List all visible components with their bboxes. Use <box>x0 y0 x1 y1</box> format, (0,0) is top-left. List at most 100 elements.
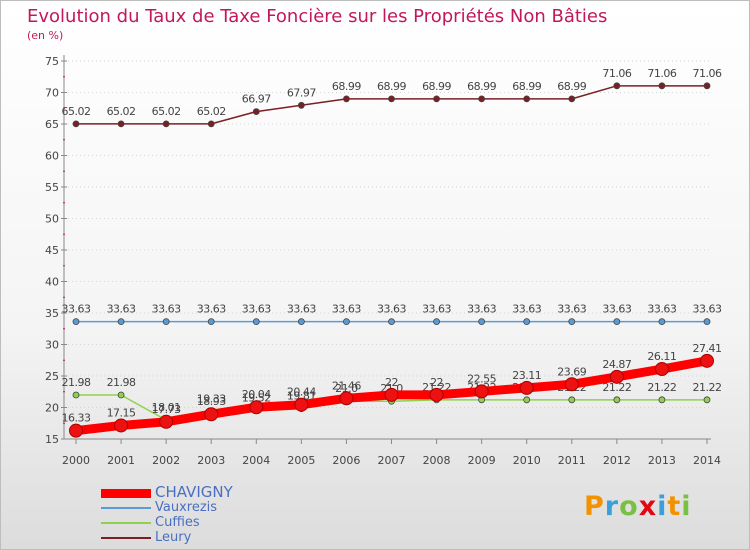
y-tick-label: 45 <box>45 244 59 257</box>
y-tick-label: 75 <box>45 55 59 68</box>
legend-swatch <box>101 489 151 498</box>
data-label: 33.63 <box>467 303 496 316</box>
data-point <box>523 95 531 103</box>
data-point <box>159 414 174 429</box>
data-point <box>117 120 125 128</box>
data-label: 18.93 <box>197 395 226 408</box>
data-label: 66.97 <box>242 93 271 106</box>
data-point <box>568 318 576 326</box>
data-point <box>433 95 440 103</box>
data-label: 26.11 <box>647 350 676 363</box>
legend-swatch <box>101 507 151 509</box>
logo-letter: P <box>584 491 605 522</box>
data-point <box>343 318 350 326</box>
data-label: 21.98 <box>62 376 91 389</box>
data-point <box>388 318 395 326</box>
y-tick-label: 60 <box>45 150 59 163</box>
data-label: 18.01 <box>152 401 181 414</box>
logo-letter: t <box>667 491 682 522</box>
y-tick-label: 55 <box>45 181 59 194</box>
x-tick-label: 2004 <box>242 454 270 467</box>
data-label: 23.69 <box>557 365 586 378</box>
legend-swatch <box>101 522 151 524</box>
data-label: 23.11 <box>512 369 541 382</box>
data-label: 21.46 <box>332 379 361 392</box>
data-point <box>207 318 215 326</box>
logo-letter: o <box>619 491 639 522</box>
x-tick-label: 2011 <box>558 454 586 467</box>
data-label: 22 <box>385 376 398 389</box>
data-point <box>658 396 666 404</box>
data-label: 22.55 <box>467 372 496 385</box>
data-label: 68.99 <box>467 80 496 93</box>
data-point <box>297 101 305 109</box>
data-point <box>613 82 621 90</box>
data-point <box>564 377 579 392</box>
y-tick-label: 30 <box>45 339 59 352</box>
data-label: 21.22 <box>647 381 676 394</box>
x-tick-label: 2010 <box>513 454 541 467</box>
x-tick-label: 2005 <box>287 454 315 467</box>
data-point <box>294 397 309 412</box>
data-label: 68.99 <box>377 80 406 93</box>
data-label: 33.63 <box>512 303 541 316</box>
data-label: 68.99 <box>557 80 586 93</box>
x-tick-label: 2014 <box>693 454 721 467</box>
data-label: 68.99 <box>512 80 541 93</box>
data-point <box>207 120 215 128</box>
x-tick-label: 2013 <box>648 454 676 467</box>
data-point <box>339 391 354 406</box>
data-point <box>609 369 624 384</box>
logo-letter: i <box>681 491 692 522</box>
data-point <box>613 396 621 404</box>
data-label: 19.52 <box>242 392 271 405</box>
data-label: 65.02 <box>197 105 226 118</box>
data-point <box>703 318 711 326</box>
x-tick-label: 2012 <box>603 454 631 467</box>
data-label: 21.0 <box>335 382 358 395</box>
data-point <box>700 353 714 368</box>
y-tick-label: 20 <box>45 402 59 415</box>
data-point <box>568 95 576 103</box>
data-label: 71.06 <box>693 67 722 80</box>
data-point <box>523 318 531 326</box>
data-point <box>252 108 260 115</box>
data-point <box>72 391 80 399</box>
legend-label: Vauxrezis <box>155 500 218 515</box>
data-point <box>117 318 125 326</box>
data-point <box>519 380 534 395</box>
data-point <box>162 120 170 128</box>
data-label: 65.02 <box>62 105 91 118</box>
data-point <box>474 384 489 399</box>
data-point <box>568 396 576 404</box>
data-point <box>114 418 129 433</box>
data-point <box>117 391 125 399</box>
data-label: 22 <box>430 376 443 389</box>
data-point <box>433 318 440 326</box>
data-point <box>343 95 350 103</box>
data-label: 33.63 <box>602 303 631 316</box>
logo-letter: x <box>638 491 658 522</box>
data-label: 33.63 <box>332 303 361 316</box>
data-label: 65.02 <box>152 105 181 118</box>
data-label: 16.33 <box>62 412 91 425</box>
series-chavigny: 16.33 17.15 17.73 18.93 20.04 20.44 21.46 22 22 2… <box>62 342 722 438</box>
data-label: 71.06 <box>647 67 676 80</box>
data-point <box>478 318 486 326</box>
data-point <box>249 400 264 415</box>
data-label: 19.33 <box>197 393 226 406</box>
y-tick-label: 15 <box>45 433 59 446</box>
y-tick-label: 25 <box>45 370 59 383</box>
data-label: 65.02 <box>107 105 136 118</box>
data-label: 68.99 <box>332 80 361 93</box>
data-label: 21.22 <box>602 381 631 394</box>
data-label: 33.63 <box>62 303 91 316</box>
series-leury: 65.02 65.02 65.02 65.02 66.97 67.97 68.99 68.99… <box>62 67 722 128</box>
data-point <box>69 423 83 438</box>
data-label: 24.87 <box>602 358 631 371</box>
y-tick-label: 65 <box>45 118 59 131</box>
data-point <box>703 396 711 404</box>
x-tick-label: 2002 <box>152 454 180 467</box>
data-point <box>478 95 486 103</box>
legend-swatch <box>101 537 151 539</box>
